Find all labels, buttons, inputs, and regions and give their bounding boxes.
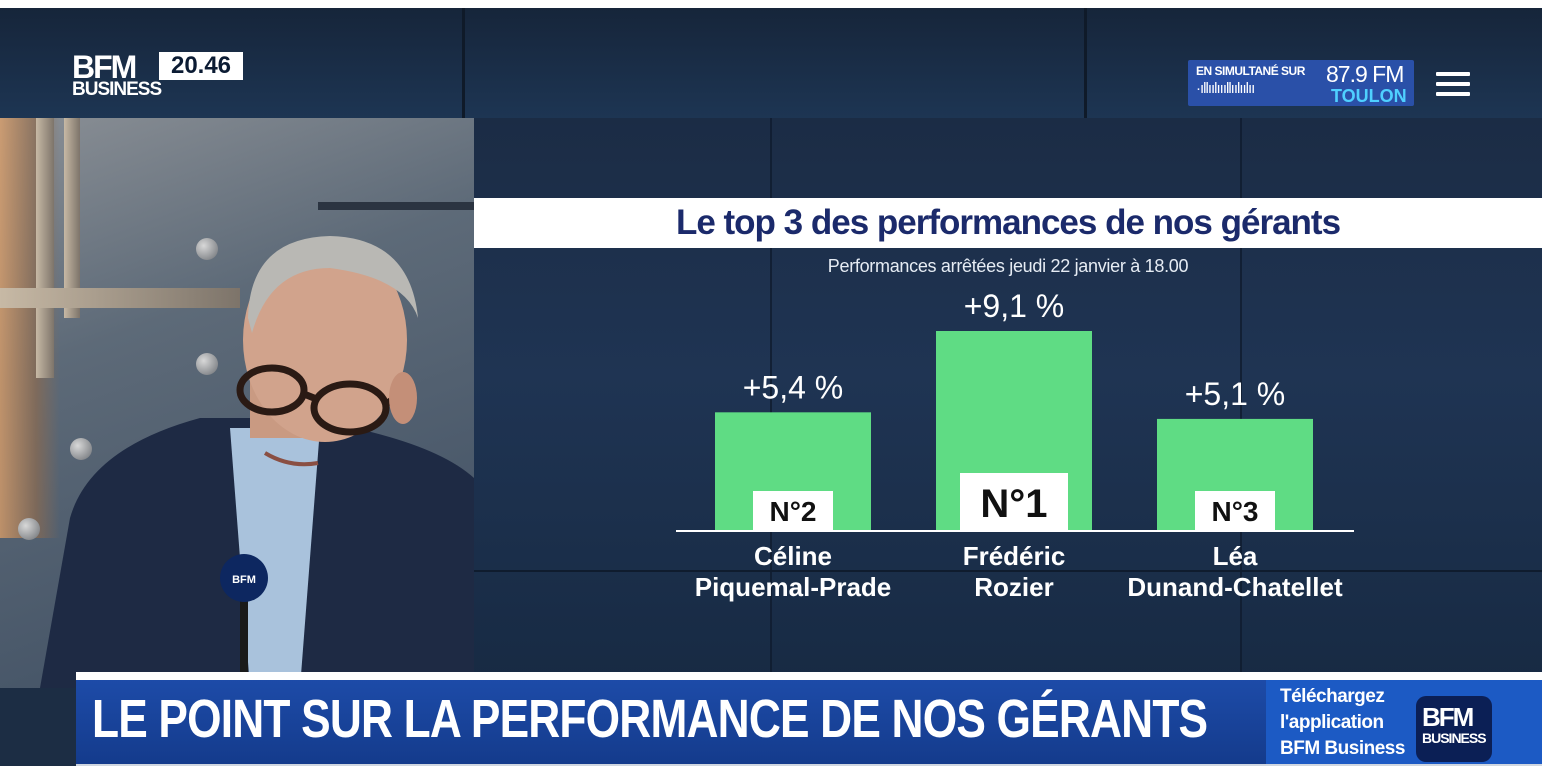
bar-value-label: +5,1 % <box>1185 376 1286 412</box>
vault-bolt <box>18 518 40 540</box>
app-logo-business: BUSINESS <box>1422 730 1487 746</box>
radio-city: TOULON <box>1331 86 1407 106</box>
rank-badge <box>960 473 1068 531</box>
guest-person: BFM <box>40 236 474 688</box>
rank-label: N°3 <box>1212 496 1259 527</box>
channel-logo: BFM BUSINESS <box>72 49 162 102</box>
lower-strip <box>76 764 1542 766</box>
bar-value-label: +9,1 % <box>964 288 1065 324</box>
vault-bolt <box>196 238 218 260</box>
headline-text: LE POINT SUR LA PERFORMANCE DE NOS GÉRAN… <box>92 689 1208 749</box>
chart-title-band: Le top 3 des performances de nos gérants <box>474 198 1542 248</box>
studio-panel-divider <box>1240 118 1242 688</box>
app-promo-line2: l'application <box>1280 712 1384 733</box>
vault-bar <box>0 288 240 308</box>
manager-name-label: Céline <box>754 541 832 571</box>
app-promo: Téléchargez l'application BFM Business B… <box>1266 680 1542 766</box>
banner-top-edge <box>76 672 1542 680</box>
app-logo-bfm: BFM <box>1422 702 1474 732</box>
on-air-clock: 20.46 <box>159 52 243 80</box>
rank-badge <box>1195 491 1275 531</box>
vault-bar <box>64 118 80 318</box>
headline-banner: LE POINT SUR LA PERFORMANCE DE NOS GÉRAN… <box>76 680 1266 764</box>
top-bar: BFM BUSINESS 20.46 EN SIMULTANÉ SUR ·ıll… <box>0 8 1542 118</box>
studio-panel-divider <box>474 570 1542 572</box>
manager-name-label: Rozier <box>974 572 1053 602</box>
radio-simulcast-badge: EN SIMULTANÉ SUR ·ıllıılıııllıılıılıı 87… <box>1188 60 1414 106</box>
studio-shelf <box>318 202 474 210</box>
manager-name-label: Dunand-Chatellet <box>1127 572 1343 602</box>
app-promo-line3: BFM Business <box>1280 738 1405 759</box>
manager-name-label: Frédéric <box>963 541 1066 571</box>
rank-label: N°1 <box>980 482 1047 526</box>
radio-frequency: 87.9 FM <box>1326 61 1404 87</box>
studio-panel-divider <box>462 8 465 118</box>
vault-bolt <box>70 438 92 460</box>
hamburger-menu-icon[interactable] <box>1436 72 1470 96</box>
channel-logo-bfm: BFM <box>72 49 137 85</box>
chart-subtitle: Performances arrêtées jeudi 22 janvier à… <box>827 256 1189 276</box>
rank-badge <box>753 491 833 531</box>
studio-panel-divider <box>1084 8 1087 118</box>
app-promo-line1: Téléchargez <box>1280 686 1385 707</box>
app-logo[interactable]: BFM BUSINESS <box>1416 696 1492 762</box>
manager-name-label: Piquemal-Prade <box>695 572 892 602</box>
chart-title: Le top 3 des performances de nos gérants <box>675 203 1341 242</box>
svg-text:BFM: BFM <box>232 574 256 586</box>
manager-name-label: Léa <box>1213 541 1258 571</box>
vault-bolt <box>196 353 218 375</box>
audio-wave-icon: ·ıllıılıııllıılıılıı <box>1196 80 1255 97</box>
vault-bar <box>36 118 54 378</box>
channel-logo-business: BUSINESS <box>72 79 162 100</box>
tv-screen: BFM BUSINESS 20.46 EN SIMULTANÉ SUR ·ıll… <box>0 8 1542 766</box>
rank-label: N°2 <box>770 496 817 527</box>
radio-simulcast-label: EN SIMULTANÉ SUR <box>1196 64 1305 78</box>
studio-panel-divider <box>770 118 772 688</box>
bar-value-label: +5,4 % <box>743 369 844 405</box>
